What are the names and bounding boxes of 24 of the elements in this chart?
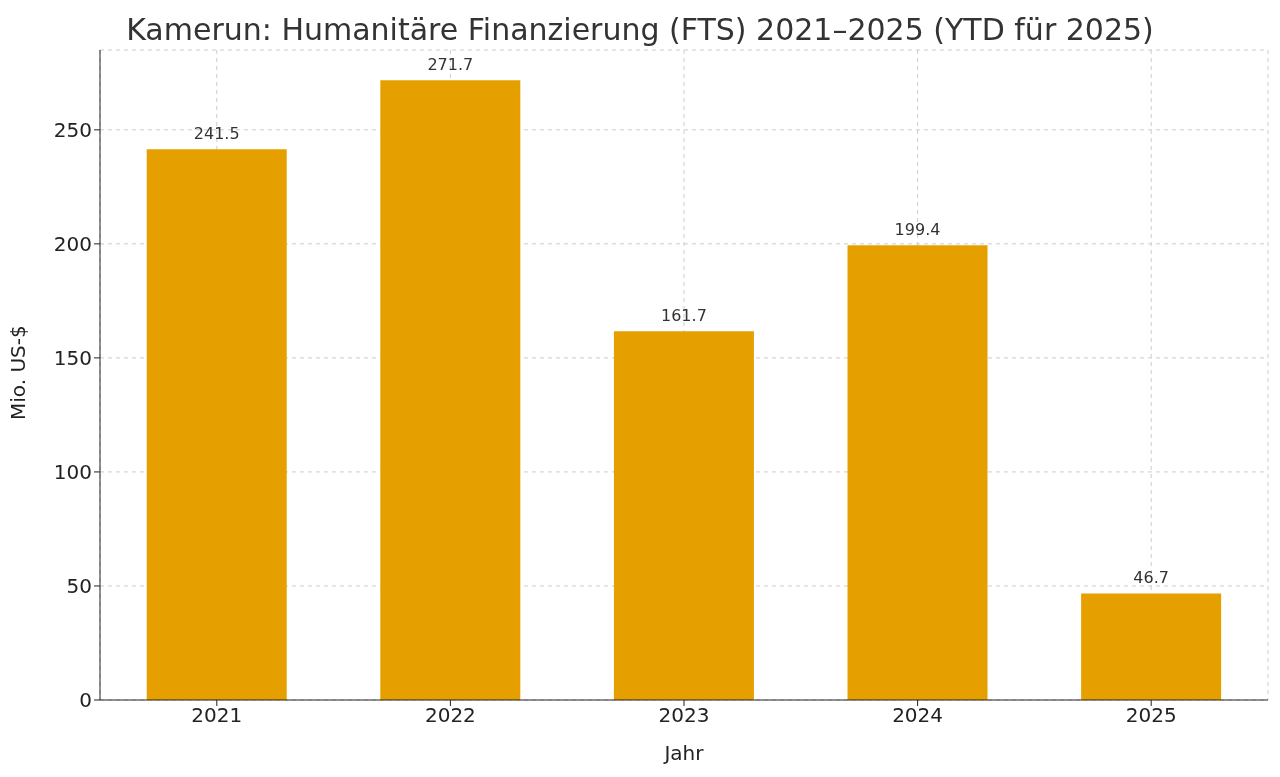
y-tick-label: 50: [66, 574, 92, 599]
data-label: 271.7: [427, 55, 474, 75]
y-axis-title: Mio. US-$: [6, 325, 31, 420]
bar: [380, 80, 521, 700]
y-tick-label: 0: [79, 688, 92, 713]
bar: [847, 245, 988, 700]
chart-title: Kamerun: Humanitäre Finanzierung (FTS) 2021–2025 (YTD für 2025): [125, 12, 1155, 47]
x-axis-title: Jahr: [662, 741, 705, 765]
x-tick-label: 2022: [424, 703, 476, 728]
y-tick-label: 100: [53, 460, 92, 485]
data-label: 46.7: [1133, 568, 1169, 588]
data-label: 161.7: [661, 306, 707, 326]
bar: [146, 149, 287, 700]
x-tick-label: 2025: [1125, 703, 1177, 728]
data-label: 199.4: [894, 220, 941, 240]
bar: [613, 331, 754, 700]
bar: [1081, 593, 1222, 700]
y-tick-label: 200: [53, 231, 92, 256]
x-tick-label: 2021: [191, 703, 243, 728]
y-tick-label: 250: [53, 117, 92, 142]
data-label: 241.5: [193, 124, 240, 144]
x-tick-label: 2024: [892, 703, 944, 728]
x-tick-label: 2023: [658, 703, 710, 728]
y-tick-label: 150: [53, 345, 92, 370]
